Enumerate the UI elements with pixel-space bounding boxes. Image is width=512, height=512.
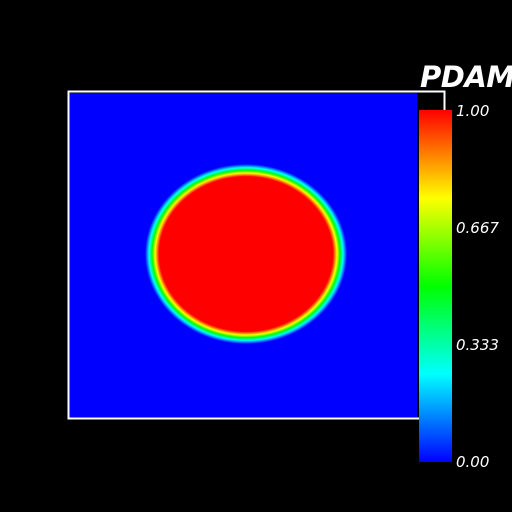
colorbar-tick-label: 1.00 bbox=[456, 102, 490, 120]
colorbar bbox=[419, 110, 452, 462]
high-value-region bbox=[145, 164, 347, 344]
colorbar-title: PDAM bbox=[420, 60, 512, 94]
colorbar-tick-label: 0.667 bbox=[456, 219, 499, 237]
colorbar-tick-label: 0.333 bbox=[456, 336, 499, 354]
colorbar-tick-label: 0.00 bbox=[456, 453, 490, 471]
